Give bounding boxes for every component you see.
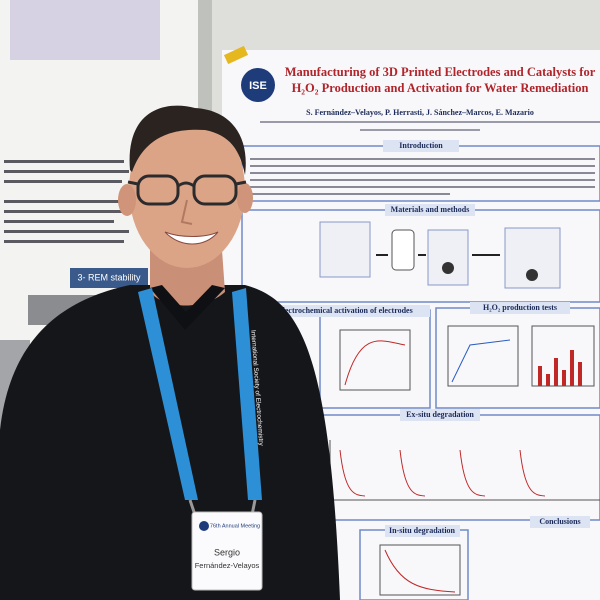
- badge-last-name: Fernández-Velayos: [195, 561, 260, 570]
- poster-affiliation: [260, 121, 600, 131]
- section-heading: Materials and methods: [391, 205, 470, 214]
- section-heading-boxes: [260, 140, 590, 537]
- glasses: [127, 174, 247, 206]
- poster-title: Manufacturing of 3D Printed Electrodes a…: [284, 65, 596, 95]
- smile: [164, 231, 219, 245]
- hair: [129, 105, 246, 175]
- tape: [223, 45, 249, 65]
- poster-body-text: [250, 158, 595, 195]
- lanyard-strap: [232, 288, 262, 500]
- lanyard-strap: [138, 288, 198, 500]
- badge-first-name: Sergio: [214, 547, 240, 557]
- badge-logo: [199, 521, 209, 531]
- face: [129, 112, 245, 268]
- collar: [150, 285, 225, 330]
- section-heading: Ex-situ degradation: [406, 410, 474, 419]
- section-heading: Introduction: [399, 141, 443, 150]
- badge: [191, 511, 263, 591]
- shirt: [0, 285, 340, 600]
- section-heading: H₂O₂ production tests: [483, 303, 557, 312]
- poster-authors: S. Fernández–Velayos, P. Herrasti, J. Sá…: [306, 108, 534, 117]
- nose: [180, 199, 193, 225]
- ear: [118, 184, 136, 216]
- section-heading: Electrochemical activation of electrodes: [277, 306, 412, 315]
- badge-event: 76th Annual Meeting: [210, 523, 260, 529]
- section-heading: In-situ degradation: [389, 526, 456, 535]
- logo: [241, 68, 275, 102]
- left-poster-heading-box: [70, 268, 148, 288]
- section-heading: Conclusions: [539, 517, 580, 526]
- left-poster-text: [4, 160, 129, 243]
- logo-text: ISE: [249, 80, 267, 92]
- ear: [237, 183, 253, 213]
- poster-title-box: Manufacturing of 3D Printed Electrodes a…: [284, 65, 596, 95]
- methods-diagram: [319, 221, 561, 289]
- left-poster-header: [10, 0, 160, 60]
- left-poster-heading: 3- REM stability: [77, 272, 141, 282]
